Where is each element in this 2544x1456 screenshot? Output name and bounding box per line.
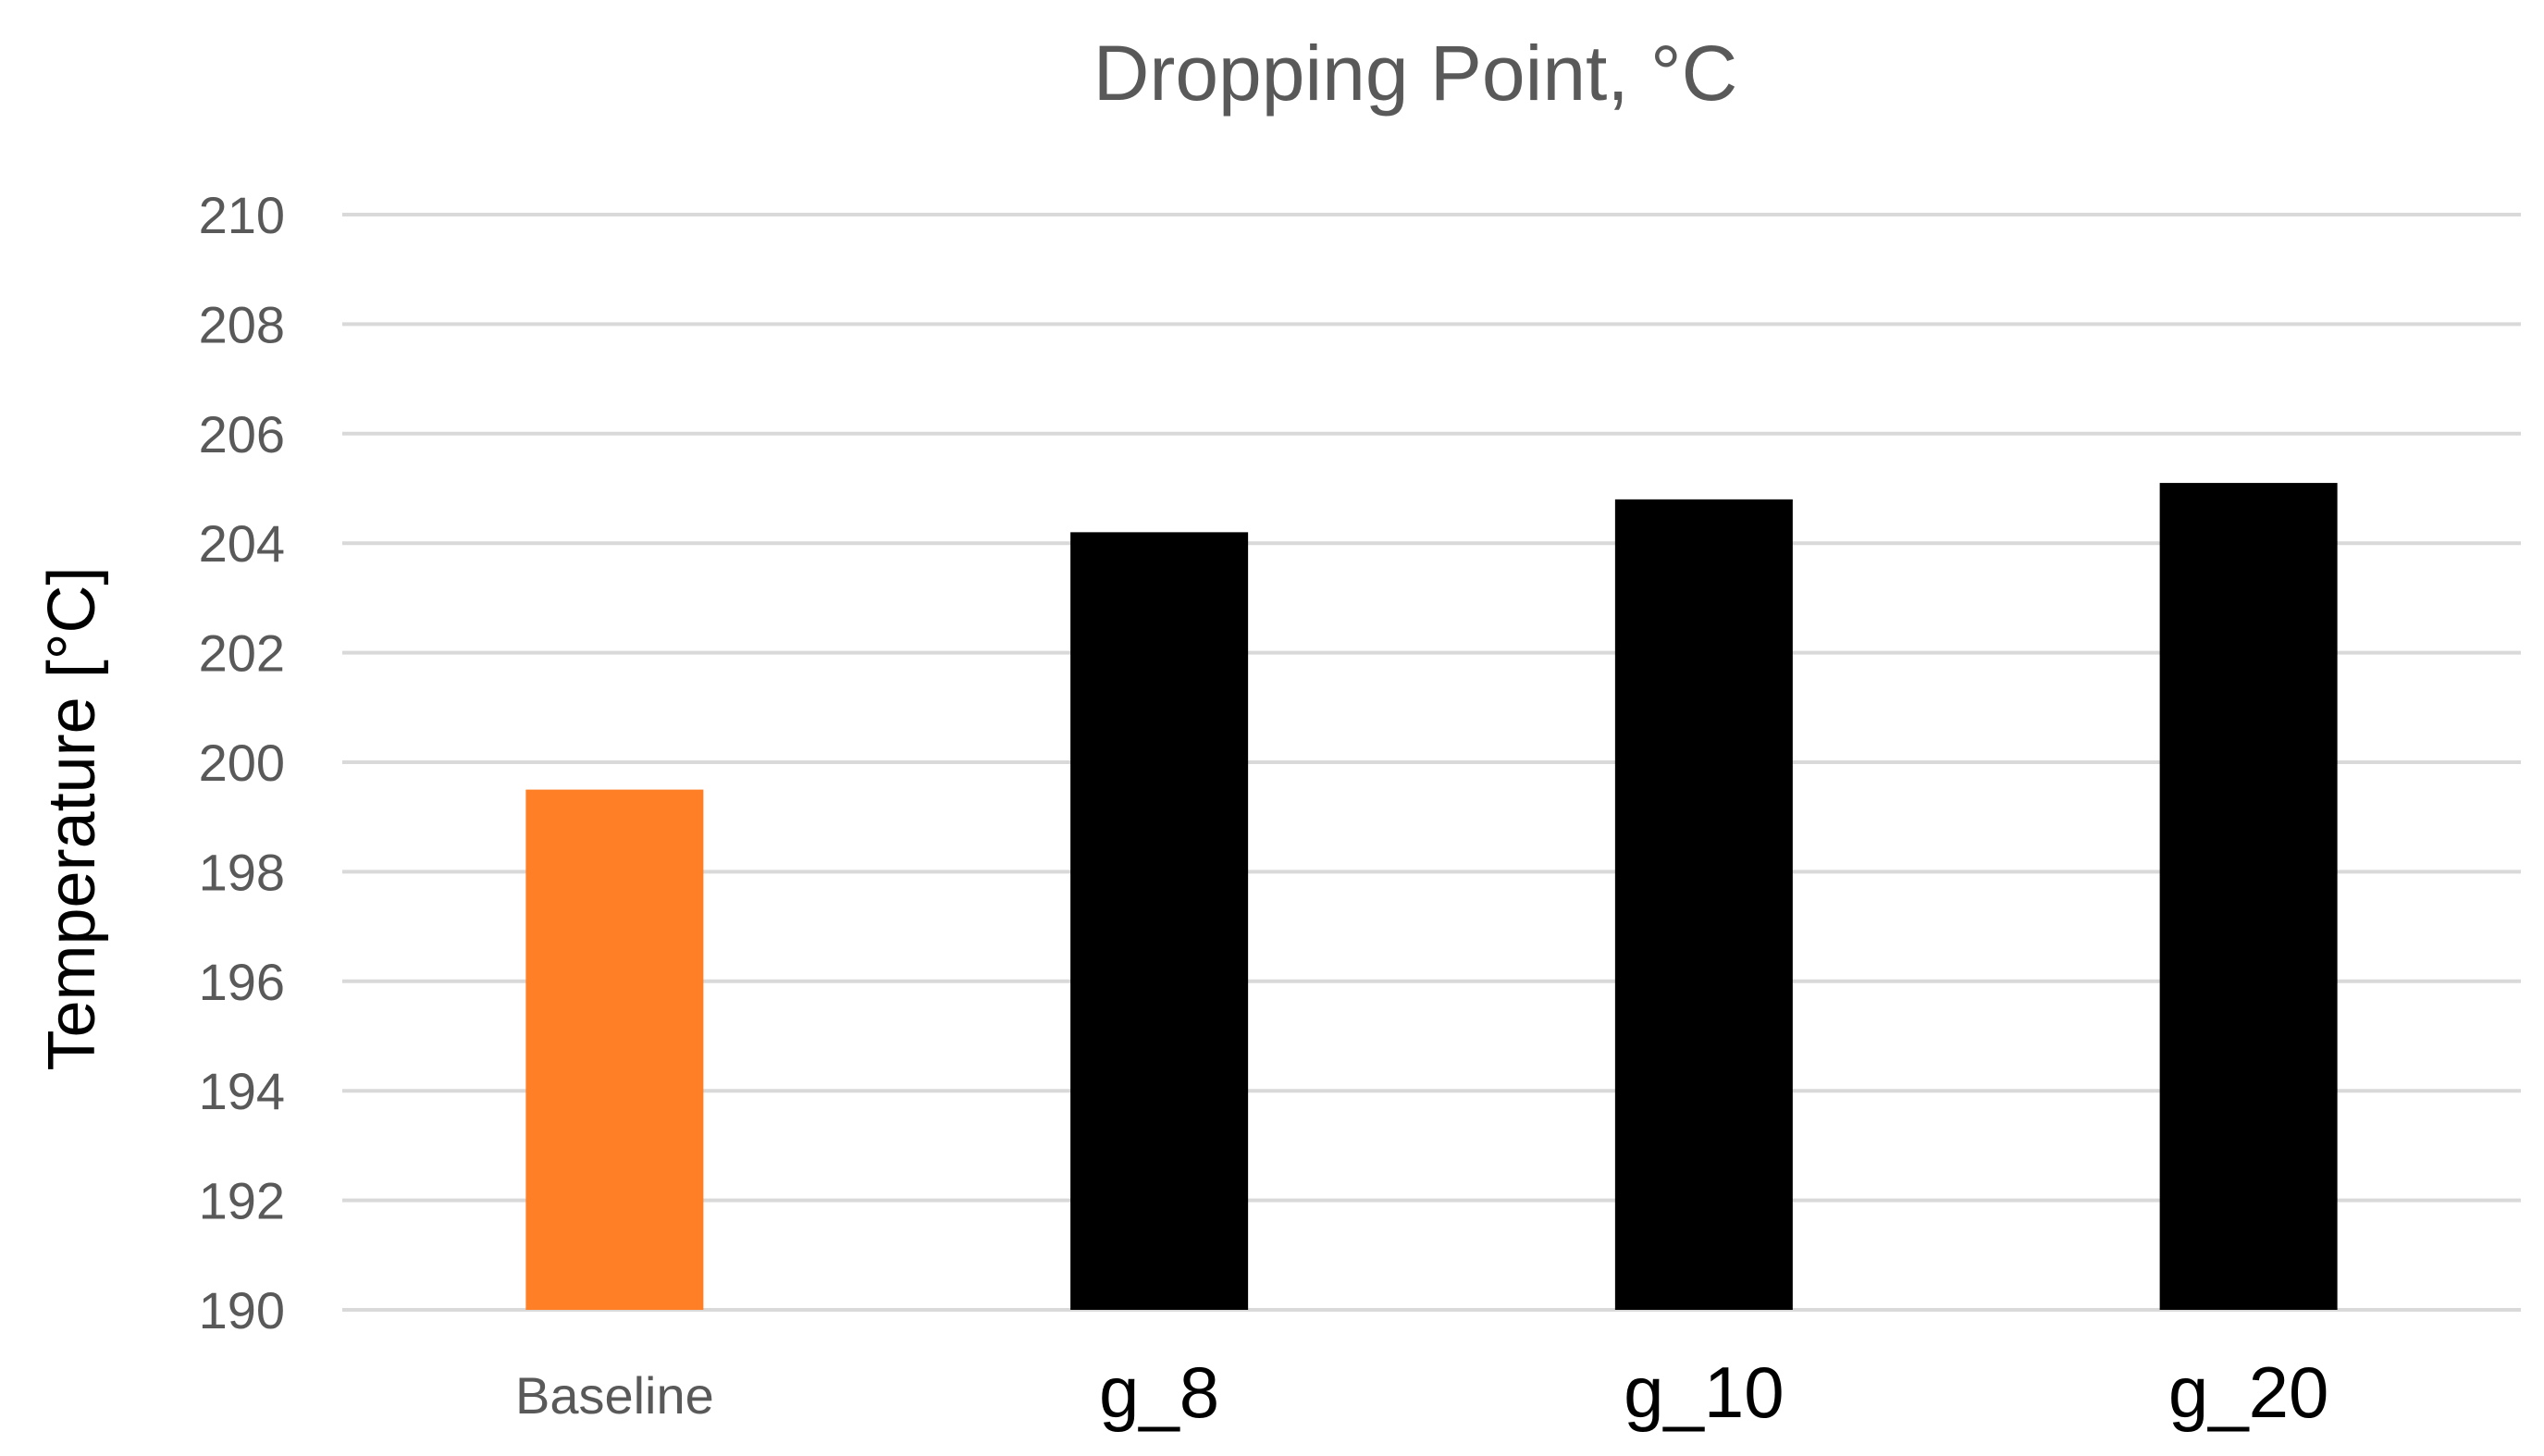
chart-title: Dropping Point, °C	[1093, 30, 1738, 117]
y-tick-label: 206	[199, 405, 285, 463]
y-tick-label: 192	[199, 1172, 285, 1230]
y-tick-label: 200	[199, 734, 285, 792]
bar-g-10	[1614, 499, 1793, 1310]
bar-g-8	[1070, 532, 1249, 1310]
y-tick-label: 198	[199, 843, 285, 901]
y-tick-label: 190	[199, 1281, 285, 1339]
bars	[525, 483, 2338, 1310]
gridlines	[342, 213, 2521, 1312]
y-tick-label: 202	[199, 624, 285, 683]
y-tick-label: 204	[199, 514, 285, 573]
y-tick-label: 210	[199, 186, 285, 244]
x-tick-label: g_8	[1099, 1351, 1219, 1433]
x-tick-label: Baseline	[515, 1366, 714, 1425]
y-tick-label: 208	[199, 295, 285, 353]
x-tick-label: g_10	[1624, 1351, 1785, 1433]
y-axis-label: Temperature [°C]	[35, 567, 109, 1071]
y-tick-labels: 190 192 194 196 198 200 202 204 206 208 210	[199, 186, 285, 1339]
x-tick-labels: Baseline g_8 g_10 g_20	[515, 1351, 2328, 1433]
bar-g-20	[2159, 483, 2338, 1310]
bar-baseline	[525, 789, 704, 1310]
x-tick-label: g_20	[2168, 1351, 2329, 1433]
y-tick-label: 194	[199, 1062, 285, 1120]
y-tick-label: 196	[199, 953, 285, 1011]
